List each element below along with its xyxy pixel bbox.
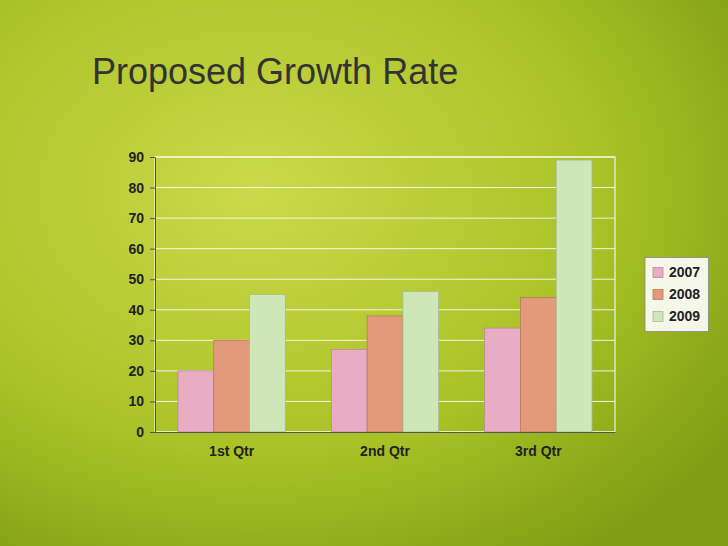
y-axis: 0 10 20 30 40 50 60 70 80 90 (128, 149, 155, 440)
legend: 2007 2008 2009 (645, 258, 708, 332)
y-tick: 10 (128, 393, 155, 409)
y-tick: 80 (128, 180, 155, 196)
bar (367, 316, 403, 432)
y-tick: 50 (128, 271, 155, 287)
x-axis-line (156, 432, 616, 433)
bar (403, 291, 439, 432)
legend-label: 2009 (669, 308, 700, 324)
x-tick-label: 2nd Qtr (360, 443, 410, 459)
legend-swatch (653, 268, 663, 278)
y-tick-label: 90 (128, 149, 144, 165)
y-tick: 30 (128, 332, 155, 348)
y-tick: 0 (136, 424, 155, 440)
y-tick-label: 20 (128, 363, 144, 379)
y-tick: 70 (128, 210, 155, 226)
bar (485, 328, 521, 432)
y-tick: 40 (128, 302, 155, 318)
y-tick-mark (150, 310, 155, 311)
y-tick-mark (150, 279, 155, 280)
bar (250, 295, 286, 433)
grid-line (155, 248, 615, 249)
legend-swatch (653, 312, 663, 322)
y-tick-mark (150, 249, 155, 250)
y-tick-label: 10 (128, 393, 144, 409)
bar-series (178, 328, 520, 432)
y-tick-label: 60 (128, 241, 144, 257)
y-tick-mark (150, 432, 155, 433)
y-tick: 20 (128, 363, 155, 379)
bar (520, 298, 556, 432)
legend-label: 2007 (669, 264, 700, 280)
legend-swatch (653, 290, 663, 300)
x-tick: 3rd Qtr (515, 432, 562, 459)
grid-line (155, 279, 615, 280)
y-tick-label: 50 (128, 271, 144, 287)
bar (178, 371, 214, 432)
legend-item: 2009 (653, 308, 700, 324)
y-tick-label: 0 (136, 424, 144, 440)
y-tick-label: 80 (128, 180, 144, 196)
bars (178, 160, 592, 432)
x-tick-label: 3rd Qtr (515, 443, 562, 459)
y-tick-mark (150, 371, 155, 372)
y-axis-line (150, 158, 156, 433)
y-tick-mark (150, 218, 155, 219)
bar (214, 340, 250, 432)
bar-series (250, 160, 592, 432)
background (0, 0, 728, 546)
plot-frame (155, 157, 615, 432)
y-tick: 90 (128, 149, 155, 165)
grid-line (155, 157, 615, 158)
x-tick: 1st Qtr (209, 432, 255, 459)
x-tick: 2nd Qtr (360, 432, 410, 459)
legend-item: 2008 (653, 286, 700, 302)
y-tick: 60 (128, 241, 155, 257)
bar (331, 350, 367, 433)
y-tick-label: 40 (128, 302, 144, 318)
chart: Proposed Growth Rate 0 10 20 30 40 50 60 70 80 90 1… (0, 0, 728, 546)
grid-line (155, 218, 615, 219)
legend-box (645, 258, 708, 332)
legend-label: 2008 (669, 286, 700, 302)
x-axis: 1st Qtr 2nd Qtr 3rd Qtr (156, 432, 616, 459)
x-tick-label: 1st Qtr (209, 443, 255, 459)
y-tick-label: 70 (128, 210, 144, 226)
title: Proposed Growth Rate (92, 51, 458, 92)
y-tick-mark (150, 401, 155, 402)
bar (556, 160, 592, 432)
legend-item: 2007 (653, 264, 700, 280)
y-tick-label: 30 (128, 332, 144, 348)
y-tick-mark (150, 157, 155, 158)
y-tick-mark (150, 340, 155, 341)
grid (155, 157, 615, 432)
grid-line (155, 187, 615, 188)
y-tick-mark (150, 188, 155, 189)
